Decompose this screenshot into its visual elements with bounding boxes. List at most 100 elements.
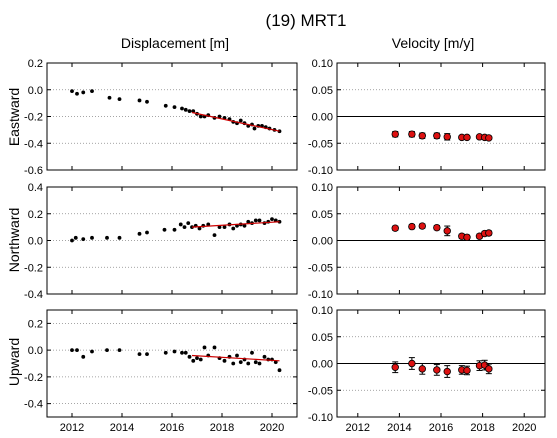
velocity-point bbox=[463, 366, 471, 375]
displacement-point bbox=[238, 360, 243, 365]
y-tick-label: 0.2 bbox=[28, 58, 43, 70]
y-tick-label: -0.2 bbox=[24, 262, 43, 274]
x-tick-label: 2014 bbox=[110, 422, 134, 434]
displacement-point bbox=[222, 358, 227, 363]
displacement-point bbox=[137, 98, 142, 103]
y-tick-label: 0.2 bbox=[28, 318, 43, 330]
x-tick-label: 2014 bbox=[387, 422, 411, 434]
displacement-point bbox=[182, 225, 187, 230]
x-tick-label: 2020 bbox=[260, 422, 284, 434]
y-tick-label: 0.05 bbox=[312, 332, 333, 344]
displacement-point bbox=[73, 235, 78, 240]
velocity-point bbox=[485, 229, 493, 237]
x-tick-label: 2012 bbox=[60, 422, 84, 434]
velocity-point bbox=[485, 365, 493, 373]
displacement-point bbox=[187, 109, 192, 114]
displacement-point bbox=[246, 219, 251, 224]
y-tick-label: 0.10 bbox=[312, 182, 333, 194]
y-tick-label: -0.10 bbox=[308, 412, 333, 424]
north-displacement-panel: -0.4 -0.2 0.0 0.2 0.4 bbox=[24, 182, 298, 301]
displacement-point bbox=[198, 114, 203, 119]
displacement-point bbox=[107, 95, 112, 100]
y-tick-label: -0.4 bbox=[24, 138, 43, 150]
y-tick-label: -0.2 bbox=[24, 112, 43, 124]
east-displacement-panel: -0.6 -0.4 -0.2 0.0 0.2 bbox=[24, 58, 298, 177]
displacement-point bbox=[75, 348, 79, 353]
displacement-point bbox=[81, 354, 86, 359]
displacement-point bbox=[183, 350, 188, 355]
y-tick-label: -0.05 bbox=[308, 138, 333, 150]
displacement-point bbox=[105, 348, 109, 353]
displacement-point bbox=[186, 221, 191, 226]
displacement-point bbox=[90, 89, 94, 93]
displacement-point bbox=[270, 217, 274, 222]
displacement-point bbox=[117, 348, 122, 353]
displacement-point bbox=[81, 237, 86, 242]
velocity-column-title: Velocity [m/y] bbox=[392, 35, 474, 51]
displacement-point bbox=[90, 235, 94, 240]
east-velocity-panel: -0.10 -0.05 0.00 0.05 0.10 bbox=[308, 58, 546, 177]
velocity-point bbox=[433, 366, 441, 374]
displacement-point bbox=[250, 350, 254, 355]
y-tick-label: 0.0 bbox=[28, 85, 43, 97]
y-tick-label: -0.4 bbox=[24, 289, 43, 301]
velocity-point bbox=[463, 233, 471, 241]
x-tick-label: 2012 bbox=[346, 422, 370, 434]
displacement-point bbox=[257, 218, 262, 223]
x-tick-label: 2020 bbox=[512, 422, 536, 434]
displacement-point bbox=[217, 114, 222, 119]
displacement-point bbox=[262, 354, 267, 359]
velocity-point bbox=[391, 363, 399, 371]
displacement-point bbox=[253, 218, 258, 223]
displacement-point bbox=[70, 238, 74, 243]
y-tick-label: -0.10 bbox=[308, 165, 333, 177]
displacement-point bbox=[75, 91, 79, 96]
up-displacement-panel: -0.4 -0.2 0.0 0.2 2012 2014 2016 2018 2020 bbox=[24, 309, 298, 434]
displacement-point bbox=[137, 231, 142, 236]
y-tick-label: 0.00 bbox=[312, 359, 333, 371]
displacement-point bbox=[202, 345, 207, 350]
y-tick-label: 0.05 bbox=[312, 209, 333, 221]
y-tick-label: -0.05 bbox=[308, 262, 333, 274]
displacement-point bbox=[145, 352, 149, 357]
velocity-point bbox=[408, 130, 416, 138]
x-tick-label: 2018 bbox=[470, 422, 494, 434]
y-tick-label: 0.05 bbox=[312, 85, 333, 97]
up-velocity-panel: -0.10 -0.05 0.00 0.05 0.10 2012 2014 2016 2018 20… bbox=[308, 305, 546, 434]
displacement-point bbox=[187, 354, 192, 359]
y-tick-label: 0.4 bbox=[28, 182, 43, 194]
displacement-point bbox=[172, 227, 177, 232]
x-tick-label: 2016 bbox=[429, 422, 453, 434]
y-tick-label: 0.00 bbox=[312, 236, 333, 248]
y-tick-label: 0.10 bbox=[312, 305, 333, 317]
displacement-point bbox=[246, 361, 251, 366]
displacement-point bbox=[195, 356, 199, 361]
displacement-point bbox=[231, 226, 236, 231]
displacement-point bbox=[90, 349, 94, 354]
y-tick-label: 0.00 bbox=[312, 112, 333, 124]
displacement-point bbox=[212, 345, 217, 350]
displacement-point bbox=[242, 223, 247, 228]
velocity-point bbox=[485, 134, 493, 142]
displacement-point bbox=[180, 350, 184, 355]
displacement-point bbox=[206, 222, 211, 227]
displacement-point bbox=[145, 230, 149, 235]
velocity-point bbox=[443, 367, 451, 376]
displacement-point bbox=[198, 357, 203, 362]
displacement-point bbox=[70, 348, 74, 353]
north-velocity-panel: -0.10 -0.05 0.00 0.05 0.10 bbox=[308, 182, 546, 301]
displacement-point bbox=[217, 225, 222, 230]
northward-row-label: Northward bbox=[6, 208, 22, 273]
velocity-point bbox=[443, 133, 451, 141]
velocity-point bbox=[433, 132, 441, 140]
y-tick-label: 0.0 bbox=[28, 236, 43, 248]
displacement-point bbox=[172, 349, 177, 354]
displacement-point bbox=[222, 225, 227, 230]
y-tick-label: -0.4 bbox=[24, 399, 43, 411]
displacement-point bbox=[145, 99, 149, 104]
displacement-point bbox=[183, 107, 188, 112]
velocity-point bbox=[418, 222, 426, 230]
x-tick-label: 2018 bbox=[210, 422, 234, 434]
displacement-point bbox=[238, 118, 243, 123]
